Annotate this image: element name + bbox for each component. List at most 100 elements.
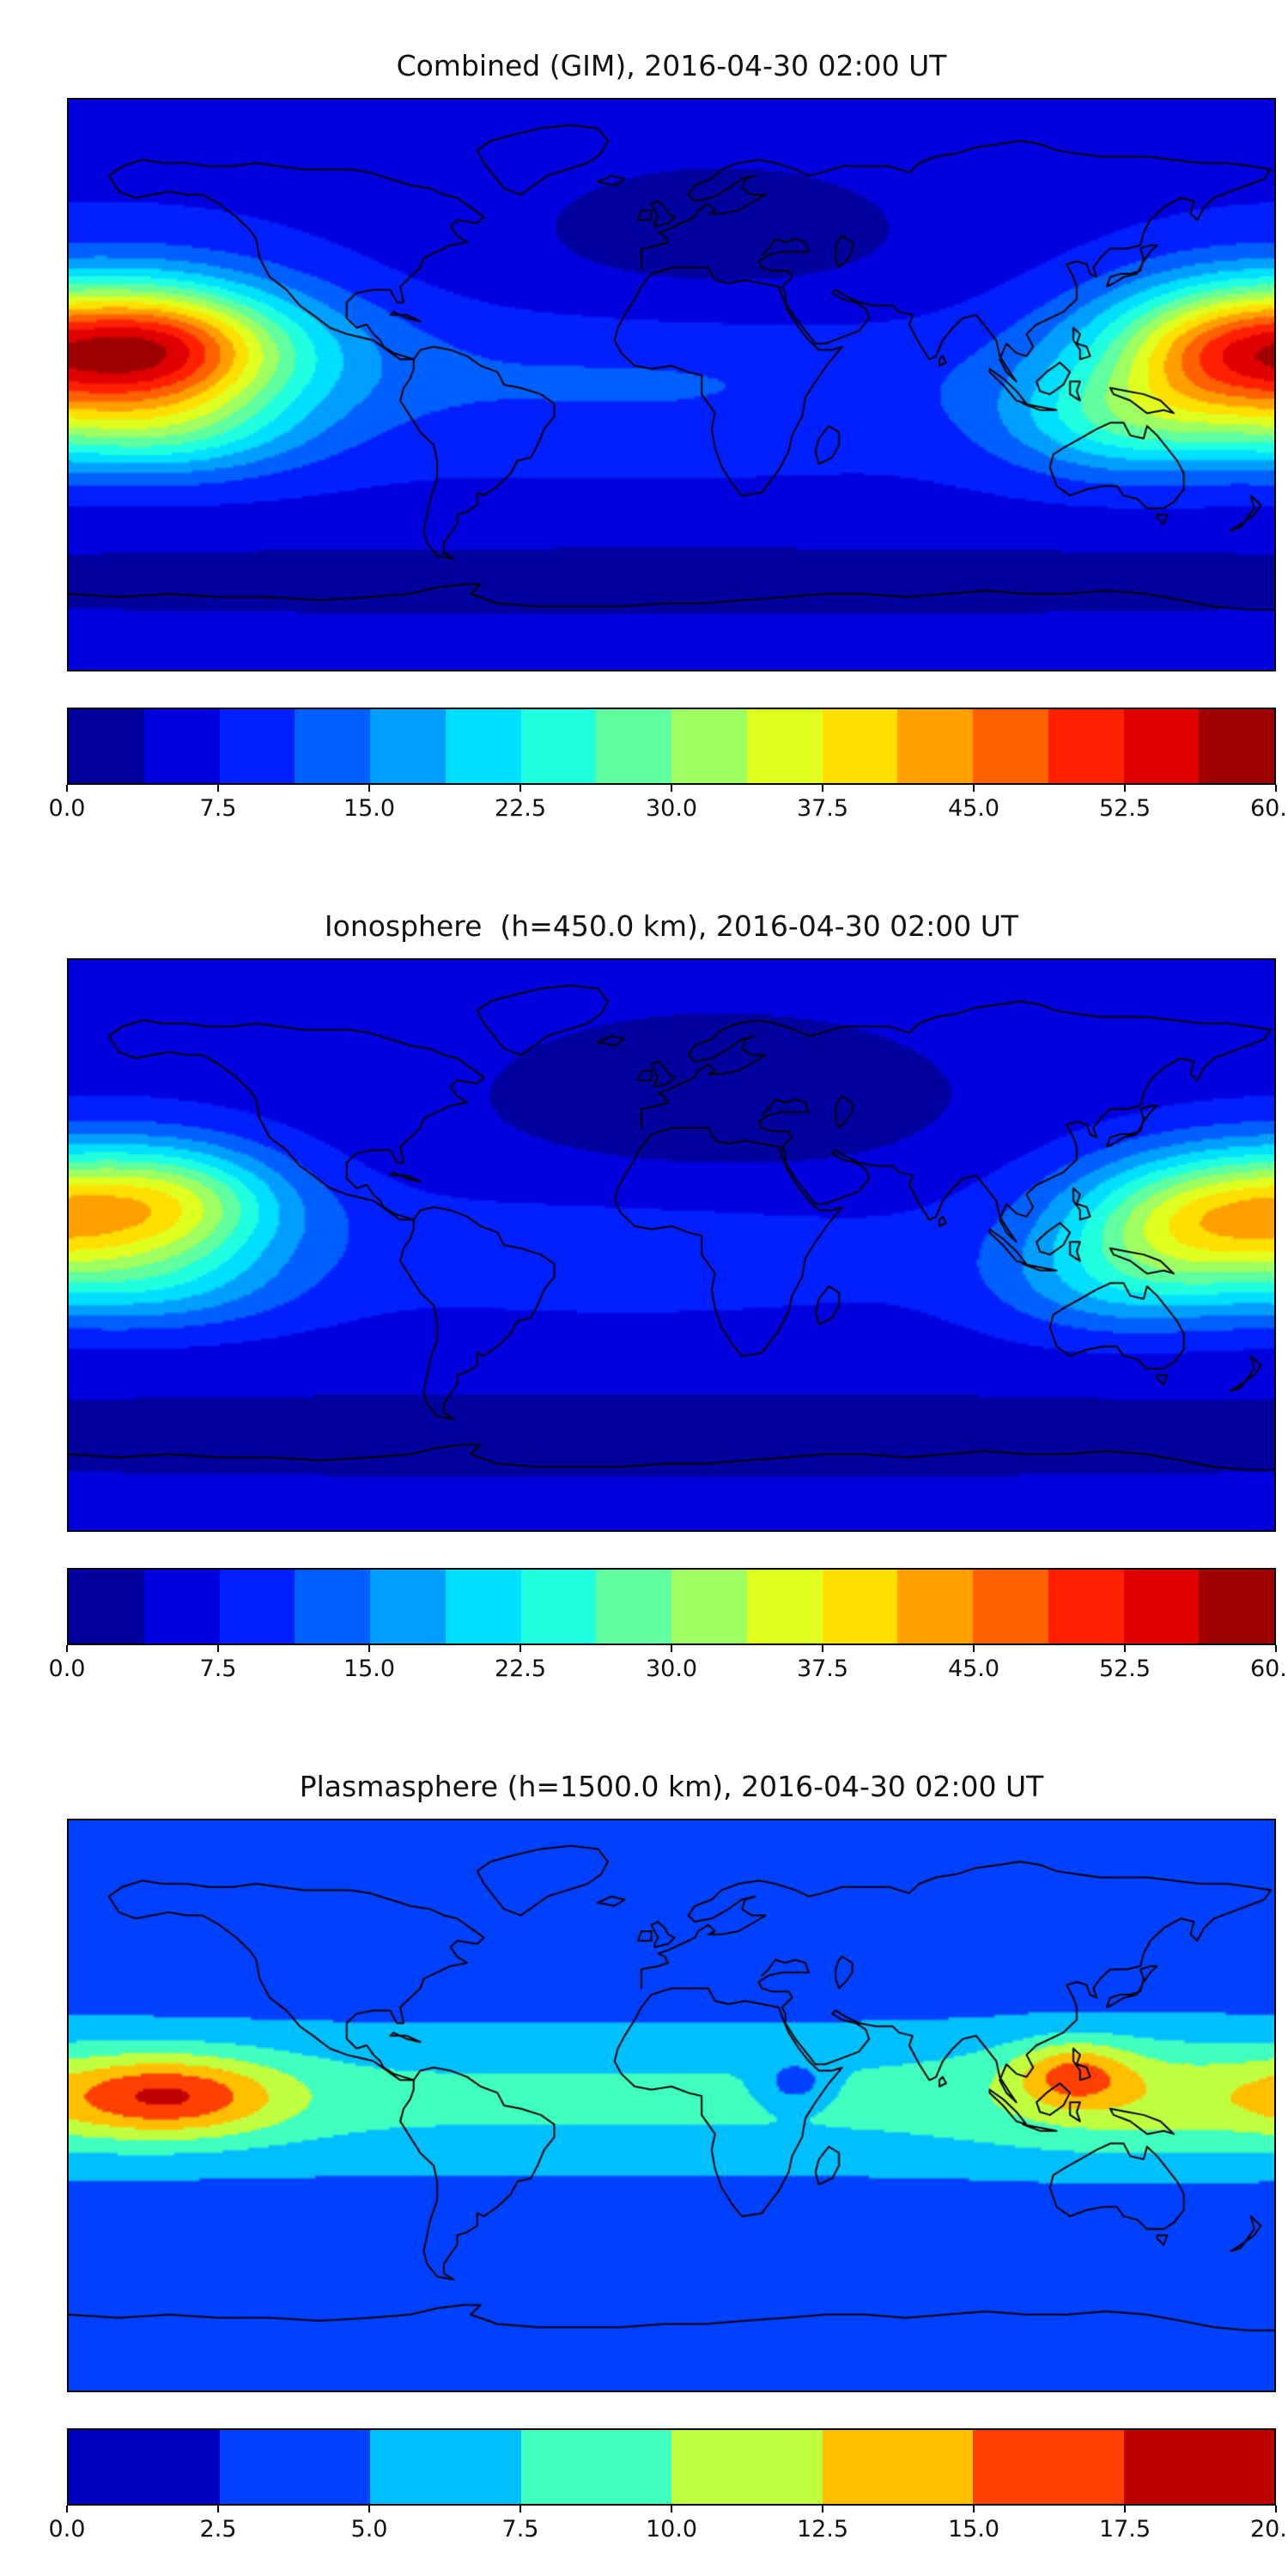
colorbar-segment (520, 1570, 597, 1643)
colorbar-ticks: 0.0 2.5 5.0 7.5 10.0 12.5 15.0 17.5 20.0 (49, 2506, 1288, 2549)
colorbar-tickmark (671, 1645, 672, 1652)
colorbar-tickmark (519, 2506, 521, 2512)
colorbar-tick-label: 20.0 (1249, 2516, 1288, 2543)
colorbar-tick-label: 45.0 (947, 795, 1000, 822)
colorbar-segment (746, 709, 823, 783)
colorbar-tickmark (973, 1645, 975, 1652)
colorbar-tick-label: 52.5 (1098, 795, 1151, 822)
colorbar-tick-label: 45.0 (947, 1656, 1000, 1682)
colorbar-tick-label: 22.5 (494, 1656, 547, 1682)
colorbar-tickmark (519, 1645, 521, 1652)
colorbar-tickmark (66, 2506, 68, 2512)
colorbar-segment (822, 1570, 898, 1643)
colorbar-tickmark (66, 1645, 68, 1652)
colorbar (67, 1568, 1276, 1645)
colorbar-tick-label: 22.5 (494, 795, 547, 822)
colorbar-tickmark (1275, 1645, 1277, 1652)
colorbar-tickmark (1124, 2506, 1126, 2512)
colorbar-segment (219, 2430, 370, 2504)
colorbar-segment (69, 2430, 220, 2504)
colorbar-segment (1123, 709, 1200, 783)
colorbar-segment (1048, 1570, 1124, 1643)
colorbar-tick-label: 30.0 (645, 1656, 698, 1682)
colorbar-tick-label: 37.5 (796, 795, 849, 822)
colorbar-tickmark (1275, 785, 1277, 792)
colorbar-segment (370, 2430, 521, 2504)
colorbar-segment (219, 709, 295, 783)
colorbar-segment (746, 1570, 823, 1643)
colorbar-segment (671, 2430, 823, 2504)
chart-title: Ionosphere (h=450.0 km), 2016-04-30 02:0… (324, 909, 1019, 943)
colorbar-segment (143, 1570, 220, 1643)
colorbar-tickmark (368, 2506, 370, 2512)
colorbar-tick-label: 10.0 (645, 2516, 698, 2543)
colorbar-segment (596, 1570, 671, 1643)
colorbar-segment (1048, 709, 1124, 783)
colorbar-tickmark (519, 785, 521, 792)
colorbar-segment (973, 2430, 1124, 2504)
colorbar-tickmark (1124, 785, 1126, 792)
colorbar-tick-label: 0.0 (48, 1656, 86, 1682)
colorbar-segment (1123, 1570, 1200, 1643)
colorbar-segment (671, 1570, 747, 1643)
colorbar-segment (295, 709, 370, 783)
colorbar (67, 2428, 1276, 2506)
colorbar-tick-label: 7.5 (199, 1656, 237, 1682)
chart-title: Combined (GIM), 2016-04-30 02:00 UT (396, 49, 947, 82)
colorbar-segment (1199, 1570, 1274, 1643)
world-map-canvas (69, 100, 1274, 670)
colorbar-tick-label: 0.0 (48, 795, 86, 822)
panel-combined-gim: Combined (GIM), 2016-04-30 02:00 UT 0.0 7… (49, 46, 1288, 828)
colorbar-tick-label: 52.5 (1098, 1656, 1151, 1682)
colorbar-tickmark (217, 1645, 219, 1652)
colorbar-tickmark (973, 785, 975, 792)
colorbar-segment (671, 709, 747, 783)
colorbar-ticks: 0.0 7.5 15.0 22.5 30.0 37.5 45.0 52.5 60.0 (49, 785, 1288, 828)
colorbar-tickmark (217, 785, 219, 792)
colorbar-tick-label: 15.0 (947, 2516, 1000, 2543)
colorbar-tickmark (1124, 1645, 1126, 1652)
colorbar-tick-label: 60.0 (1249, 795, 1288, 822)
colorbar-segment (69, 1570, 144, 1643)
map-plot (67, 1819, 1276, 2392)
colorbar-tick-label: 37.5 (796, 1656, 849, 1682)
colorbar-segment (973, 1570, 1048, 1643)
colorbar-segment (445, 709, 521, 783)
colorbar (67, 708, 1276, 785)
colorbar-segment (370, 1570, 446, 1643)
colorbar-tickmark (973, 2506, 975, 2512)
colorbar-tickmark (66, 785, 68, 792)
colorbar-tickmark (368, 785, 370, 792)
colorbar-segment (973, 709, 1048, 783)
colorbar-segment (1199, 709, 1274, 783)
colorbar-segment (445, 1570, 521, 1643)
colorbar-tickmark (822, 785, 823, 792)
map-plot (67, 958, 1276, 1532)
colorbar-segment (219, 1570, 295, 1643)
colorbar-tickmark (1275, 2506, 1277, 2512)
colorbar-segment (596, 709, 671, 783)
colorbar-tickmark (368, 1645, 370, 1652)
colorbar-tick-label: 17.5 (1098, 2516, 1151, 2543)
colorbar-segment (520, 2430, 671, 2504)
colorbar-tick-label: 15.0 (343, 795, 396, 822)
colorbar-segment (520, 709, 597, 783)
colorbar-tick-label: 60.0 (1249, 1656, 1288, 1682)
colorbar-tick-label: 5.0 (350, 2516, 388, 2543)
colorbar-segment (1123, 2430, 1274, 2504)
colorbar-segment (69, 709, 144, 783)
colorbar-segment (897, 1570, 973, 1643)
panel-plasmasphere: Plasmasphere (h=1500.0 km), 2016-04-30 0… (49, 1767, 1288, 2549)
figure-canvas: Combined (GIM), 2016-04-30 02:00 UT 0.0 7… (0, 46, 1288, 2549)
colorbar-segment (295, 1570, 370, 1643)
colorbar-tickmark (671, 2506, 672, 2512)
colorbar-tick-label: 7.5 (199, 795, 237, 822)
colorbar-tick-label: 30.0 (645, 795, 698, 822)
colorbar-ticks: 0.0 7.5 15.0 22.5 30.0 37.5 45.0 52.5 60.0 (49, 1645, 1288, 1688)
colorbar-tickmark (671, 785, 672, 792)
colorbar-segment (370, 709, 446, 783)
colorbar-segment (143, 709, 220, 783)
world-map-canvas (69, 1820, 1274, 2391)
colorbar-segment (822, 2430, 973, 2504)
colorbar-tick-label: 2.5 (199, 2516, 237, 2543)
